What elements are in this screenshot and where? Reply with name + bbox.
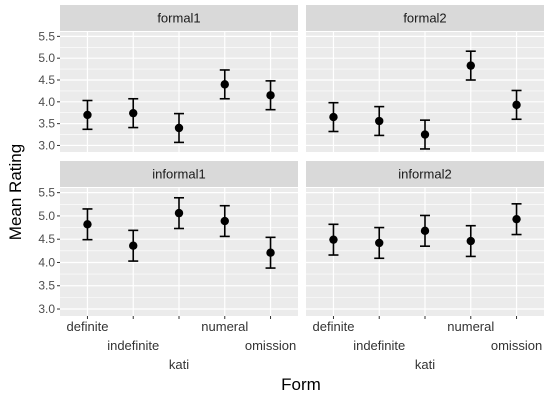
y-tick-label: 3.5 bbox=[38, 279, 55, 293]
data-point-informal1-omission bbox=[266, 248, 275, 257]
data-point-formal2-definite bbox=[329, 112, 338, 122]
y-tick-label: 4.0 bbox=[38, 255, 55, 269]
y-tick-label: 3.0 bbox=[38, 138, 55, 152]
strip-label-formal1: formal1 bbox=[157, 11, 200, 26]
data-point-formal2-kati bbox=[420, 130, 430, 139]
strip-label-informal1: informal1 bbox=[152, 167, 205, 182]
data-point-informal2-kati bbox=[420, 226, 430, 236]
data-point-formal1-kati bbox=[174, 123, 184, 133]
y-tick-label: 3.0 bbox=[38, 302, 55, 316]
data-point-formal2-indefinite bbox=[375, 116, 384, 126]
y-axis-title: Mean Rating bbox=[6, 144, 25, 240]
x-tick-label-kati: kati bbox=[415, 357, 435, 372]
y-tick-label: 5.5 bbox=[38, 29, 55, 43]
y-tick-label: 4.5 bbox=[38, 73, 55, 87]
data-point-informal1-indefinite bbox=[129, 241, 138, 250]
x-axis-title: Form bbox=[281, 375, 321, 394]
data-point-formal1-omission bbox=[266, 91, 275, 100]
y-tick-label: 4.5 bbox=[38, 232, 55, 246]
x-tick-label-kati: kati bbox=[169, 357, 189, 372]
data-point-informal1-kati bbox=[174, 208, 184, 218]
y-tick-label: 5.0 bbox=[38, 209, 55, 223]
panel-informal2: informal2 definite indefinite kati numeral om… bbox=[306, 161, 544, 372]
data-point-informal2-indefinite bbox=[375, 238, 384, 248]
data-point-formal1-indefinite bbox=[129, 108, 138, 118]
x-tick-label-indefinite: indefinite bbox=[353, 338, 405, 353]
panel-formal2: formal2 bbox=[306, 5, 544, 152]
y-tick-label: 5.5 bbox=[38, 186, 55, 200]
data-point-formal1-definite bbox=[83, 110, 92, 120]
y-tick-label: 4.0 bbox=[38, 95, 55, 109]
x-tick-label-definite: definite bbox=[67, 319, 109, 334]
x-tick-label-definite: definite bbox=[313, 319, 355, 334]
strip-formal1 bbox=[60, 5, 298, 31]
panel-informal1: informal1 3.0 3.5 4.0 4.5 5.0 5.5 definite indef… bbox=[38, 161, 298, 372]
panel-formal1: formal1 3.0 3.5 4.0 4.5 5.0 5.5 bbox=[38, 5, 298, 152]
data-point-formal2-omission bbox=[512, 100, 521, 110]
x-tick-label-indefinite: indefinite bbox=[107, 338, 159, 353]
strip-informal1 bbox=[60, 161, 298, 187]
y-tick-label: 5.0 bbox=[38, 51, 55, 65]
strip-informal2 bbox=[306, 161, 544, 187]
y-tick-label: 3.5 bbox=[38, 117, 55, 131]
x-tick-label-omission: omission bbox=[245, 338, 296, 353]
data-point-informal1-numeral bbox=[220, 216, 229, 226]
strip-label-informal2: informal2 bbox=[398, 167, 451, 182]
data-point-informal2-omission bbox=[512, 214, 521, 224]
x-tick-label-omission: omission bbox=[491, 338, 542, 353]
data-point-formal1-numeral bbox=[220, 80, 229, 89]
data-point-informal2-numeral bbox=[466, 236, 475, 246]
data-point-informal2-definite bbox=[329, 235, 338, 244]
strip-label-formal2: formal2 bbox=[403, 11, 446, 26]
x-tick-label-numeral: numeral bbox=[447, 319, 494, 334]
strip-formal2 bbox=[306, 5, 544, 31]
data-point-formal2-numeral bbox=[466, 61, 475, 70]
data-point-informal1-definite bbox=[83, 220, 92, 229]
x-tick-label-numeral: numeral bbox=[201, 319, 248, 334]
